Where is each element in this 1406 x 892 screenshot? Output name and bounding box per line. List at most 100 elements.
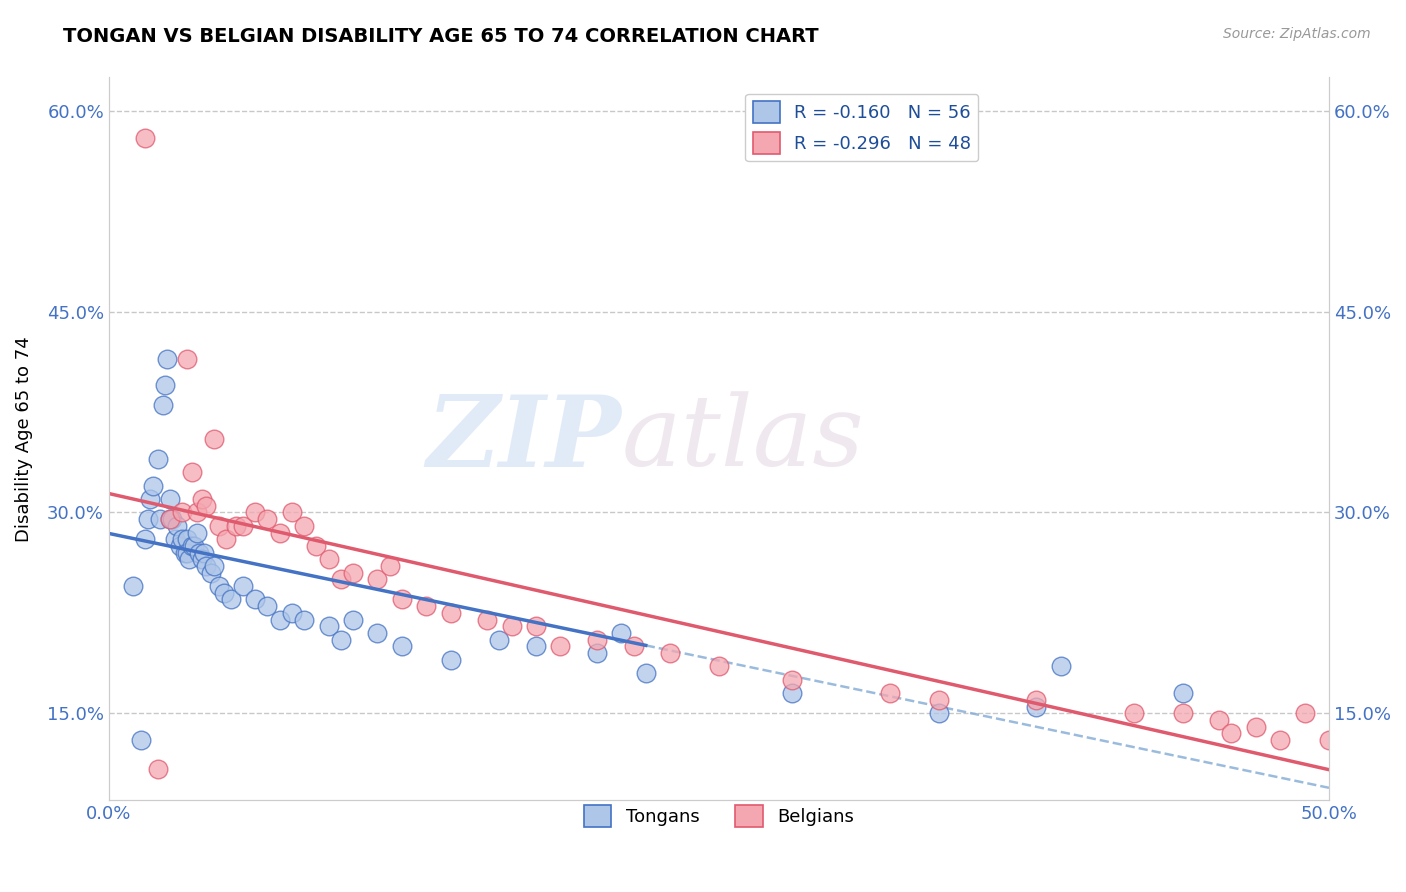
Point: [366, 626, 388, 640]
Point: [928, 693, 950, 707]
Point: [225, 518, 247, 533]
Point: [501, 619, 523, 633]
Point: [245, 505, 267, 519]
Point: [190, 491, 212, 506]
Point: [166, 518, 188, 533]
Point: [153, 378, 176, 392]
Point: [305, 539, 328, 553]
Point: [190, 552, 212, 566]
Point: [256, 512, 278, 526]
Point: [159, 512, 181, 526]
Point: [1244, 720, 1267, 734]
Point: [1208, 713, 1230, 727]
Point: [318, 619, 340, 633]
Point: [281, 505, 304, 519]
Point: [186, 505, 208, 519]
Point: [183, 539, 205, 553]
Point: [208, 579, 231, 593]
Point: [173, 546, 195, 560]
Point: [928, 706, 950, 721]
Point: [202, 559, 225, 574]
Point: [623, 640, 645, 654]
Point: [269, 613, 291, 627]
Point: [1294, 706, 1316, 721]
Text: ZIP: ZIP: [426, 391, 621, 487]
Text: atlas: atlas: [621, 392, 865, 486]
Point: [215, 533, 238, 547]
Point: [134, 533, 156, 547]
Point: [129, 733, 152, 747]
Point: [269, 525, 291, 540]
Point: [1171, 686, 1194, 700]
Point: [318, 552, 340, 566]
Point: [172, 533, 194, 547]
Legend: Tongans, Belgians: Tongans, Belgians: [576, 798, 860, 835]
Point: [156, 351, 179, 366]
Point: [176, 546, 198, 560]
Point: [195, 499, 218, 513]
Point: [232, 579, 254, 593]
Point: [1122, 706, 1144, 721]
Point: [586, 632, 609, 647]
Point: [1025, 699, 1047, 714]
Point: [180, 539, 202, 553]
Point: [439, 653, 461, 667]
Point: [202, 432, 225, 446]
Point: [524, 619, 547, 633]
Text: TONGAN VS BELGIAN DISABILITY AGE 65 TO 74 CORRELATION CHART: TONGAN VS BELGIAN DISABILITY AGE 65 TO 7…: [63, 27, 818, 45]
Point: [146, 763, 169, 777]
Point: [586, 646, 609, 660]
Point: [200, 566, 222, 580]
Point: [176, 533, 198, 547]
Point: [152, 398, 174, 412]
Point: [634, 666, 657, 681]
Point: [780, 673, 803, 687]
Point: [134, 130, 156, 145]
Point: [195, 559, 218, 574]
Point: [208, 518, 231, 533]
Point: [176, 351, 198, 366]
Point: [256, 599, 278, 614]
Point: [159, 491, 181, 506]
Point: [122, 579, 145, 593]
Point: [232, 518, 254, 533]
Point: [1171, 706, 1194, 721]
Point: [172, 505, 194, 519]
Point: [415, 599, 437, 614]
Point: [366, 573, 388, 587]
Point: [292, 613, 315, 627]
Point: [186, 525, 208, 540]
Point: [550, 640, 572, 654]
Point: [142, 478, 165, 492]
Point: [391, 640, 413, 654]
Point: [188, 546, 211, 560]
Point: [146, 451, 169, 466]
Point: [179, 552, 201, 566]
Point: [524, 640, 547, 654]
Point: [136, 512, 159, 526]
Point: [610, 626, 633, 640]
Text: Source: ZipAtlas.com: Source: ZipAtlas.com: [1223, 27, 1371, 41]
Point: [391, 592, 413, 607]
Point: [1270, 733, 1292, 747]
Point: [879, 686, 901, 700]
Point: [329, 632, 352, 647]
Point: [342, 566, 364, 580]
Point: [292, 518, 315, 533]
Point: [659, 646, 682, 660]
Point: [1220, 726, 1243, 740]
Point: [193, 546, 215, 560]
Point: [475, 613, 498, 627]
Point: [159, 512, 181, 526]
Point: [149, 512, 172, 526]
Point: [1049, 659, 1071, 673]
Point: [1025, 693, 1047, 707]
Point: [329, 573, 352, 587]
Point: [439, 606, 461, 620]
Point: [707, 659, 730, 673]
Point: [162, 512, 184, 526]
Point: [163, 533, 186, 547]
Point: [212, 586, 235, 600]
Y-axis label: Disability Age 65 to 74: Disability Age 65 to 74: [15, 336, 32, 541]
Point: [180, 465, 202, 479]
